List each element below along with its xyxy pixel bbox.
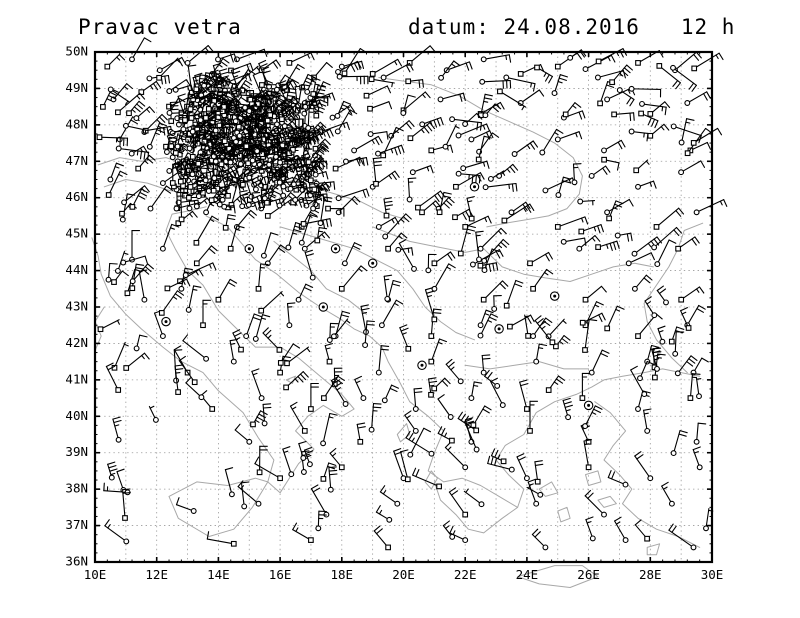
- y-axis-tick-label: 47N: [65, 153, 88, 168]
- y-axis-tick-label: 50N: [65, 44, 88, 59]
- date-stamp: datum: 24.08.2016 12 h: [408, 15, 736, 39]
- chart-header: Pravac vetra datum: 24.08.2016 12 h: [0, 0, 800, 52]
- y-axis-tick-label: 46N: [65, 189, 88, 204]
- x-axis-tick-label: 10E: [84, 567, 107, 582]
- x-axis-tick-label: 22E: [454, 567, 477, 582]
- calm-symbols: [161, 182, 594, 411]
- wind-barbs: [96, 37, 728, 551]
- x-axis-tick-label: 16E: [269, 567, 292, 582]
- y-axis-tick-label: 48N: [65, 116, 88, 131]
- x-axis-tick-label: 26E: [577, 567, 600, 582]
- x-axis-tick-label: 24E: [516, 567, 539, 582]
- y-axis-tick-label: 38N: [65, 481, 88, 496]
- y-axis-tick-label: 39N: [65, 444, 88, 459]
- x-axis-labels: 10E 12E 14E 16E 18E 20E 22E 24E 26E 28E 30E: [84, 567, 724, 582]
- y-axis-tick-label: 43N: [65, 299, 88, 314]
- y-axis-tick-label: 44N: [65, 262, 88, 277]
- x-axis-tick-label: 18E: [331, 567, 354, 582]
- y-axis-tick-label: 37N: [65, 517, 88, 532]
- y-axis-tick-label: 36N: [65, 554, 88, 569]
- axis-ticks: [94, 51, 713, 563]
- x-axis-tick-label: 14E: [207, 567, 230, 582]
- y-axis-labels: 36N 37N 38N 39N 40N 41N 42N 43N 44N 45N 46N 47N 48N 4…: [65, 44, 88, 569]
- x-axis-tick-label: 30E: [701, 567, 724, 582]
- x-axis-tick-label: 28E: [639, 567, 662, 582]
- y-axis-tick-label: 41N: [65, 371, 88, 386]
- y-axis-tick-label: 45N: [65, 226, 88, 241]
- x-axis-tick-label: 20E: [392, 567, 415, 582]
- x-axis-tick-label: 12E: [145, 567, 168, 582]
- y-axis-tick-label: 40N: [65, 408, 88, 423]
- y-axis-tick-label: 42N: [65, 335, 88, 350]
- y-axis-tick-label: 49N: [65, 80, 88, 95]
- page-title: Pravac vetra: [78, 15, 242, 39]
